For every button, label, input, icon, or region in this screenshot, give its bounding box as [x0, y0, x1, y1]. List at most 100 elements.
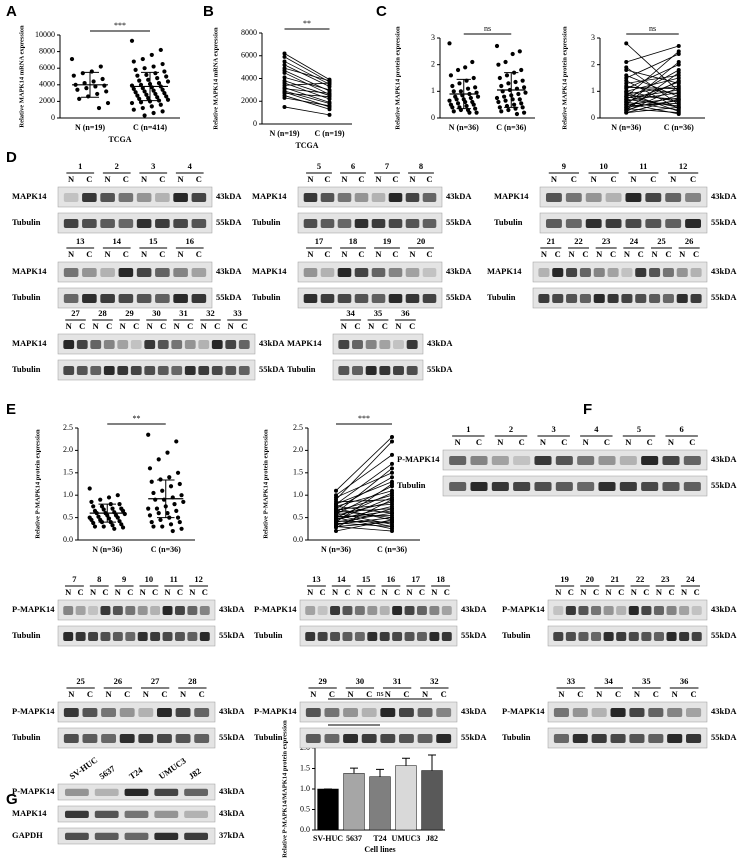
blot-band [449, 482, 467, 491]
lane-sub: N [551, 174, 558, 184]
lane-sub: N [310, 689, 317, 699]
data-point [149, 519, 154, 525]
blot-band [317, 606, 328, 615]
blot-band [173, 219, 188, 228]
blot-band [598, 456, 616, 465]
data-point [496, 99, 501, 105]
blot-band [393, 366, 404, 375]
lane-number: 36 [401, 308, 410, 318]
data-point [91, 504, 96, 509]
blot-band [354, 219, 369, 228]
lane-sub: C [650, 174, 656, 184]
lane-sub: N [228, 321, 235, 331]
data-point [282, 59, 287, 64]
blot-membrane [442, 449, 708, 471]
blot-band [388, 268, 403, 277]
blot-band [388, 294, 403, 303]
lane-sub: N [180, 689, 187, 699]
y-tick-label: 4000 [241, 73, 257, 82]
data-point [165, 450, 170, 455]
blot-band [155, 268, 170, 277]
data-point [451, 109, 456, 114]
blot-band [63, 708, 79, 717]
lane-sub: N [670, 174, 677, 184]
row-label: MAPK14 [12, 338, 47, 348]
pair-line [626, 98, 679, 114]
y-tick-label: 3 [591, 33, 595, 42]
blot-band [305, 734, 321, 743]
blot-band [662, 268, 674, 277]
data-point [160, 524, 165, 529]
blot-band [577, 456, 595, 465]
pair-line [284, 76, 330, 91]
lane-number: 3 [552, 424, 556, 434]
row-label: MAPK14 [12, 266, 47, 276]
y-axis-label: Relative P-MAPK14/MAPK14 protein express… [281, 720, 288, 858]
pair-line [335, 499, 393, 503]
blot-band [305, 606, 316, 615]
data-point [142, 66, 147, 71]
blot-band [513, 456, 531, 465]
pair-line [626, 106, 679, 114]
pair-line [335, 454, 393, 496]
pair-line [335, 517, 393, 530]
blot-band [324, 734, 340, 743]
blot-band [538, 268, 550, 277]
blot-band [449, 456, 467, 465]
blot-band [64, 788, 89, 796]
blot-band [552, 294, 564, 303]
blot-membrane [547, 701, 708, 723]
blot-band [118, 294, 134, 303]
blot-band [404, 606, 415, 615]
lane-number: 7 [72, 574, 77, 584]
blot-band [679, 606, 690, 615]
blot-band [136, 268, 152, 277]
data-point [506, 81, 511, 86]
data-point [91, 79, 96, 84]
size-label: 43kDA [259, 338, 285, 348]
lane-sub: C [568, 587, 574, 597]
blot-band [137, 632, 148, 641]
data-point [497, 105, 502, 110]
y-tick-label: 0.0 [63, 535, 73, 544]
lane-sub: N [596, 249, 603, 259]
blot-band [305, 708, 321, 717]
blot-band [436, 734, 452, 743]
pair-line [625, 51, 680, 97]
lane-sub: N [681, 587, 688, 597]
blot-band [64, 832, 89, 840]
blot-band [635, 268, 647, 277]
row-label: Tubulin [397, 480, 426, 490]
data-point [168, 522, 174, 527]
lane-sub: N [307, 249, 314, 259]
data-point [497, 75, 502, 81]
data-point [98, 64, 103, 69]
data-point [463, 65, 468, 70]
blot-membrane [299, 625, 458, 647]
blot-band [641, 606, 652, 615]
blot-band [337, 219, 352, 228]
y-tick-label: 0.5 [300, 804, 310, 813]
data-point [494, 95, 500, 101]
blot-membrane [547, 727, 708, 749]
blot-band [429, 606, 440, 615]
y-tick-label: 1 [431, 86, 435, 95]
size-label: 43kDA [711, 706, 737, 716]
y-tick-label: 1 [591, 86, 595, 95]
blot-band [416, 606, 427, 615]
data-point [135, 93, 140, 98]
size-label: 43kDA [711, 191, 737, 201]
data-point [133, 67, 138, 72]
lane-number: 15 [362, 574, 371, 584]
data-point [327, 81, 332, 86]
significance-label: *** [114, 21, 126, 30]
data-point [676, 110, 681, 115]
blot-band [406, 340, 418, 349]
pair-line [335, 472, 393, 498]
sd-whisker [98, 503, 117, 523]
blot-band [470, 482, 488, 491]
blot-band [82, 268, 97, 277]
blot-band [691, 632, 702, 641]
blot-band [343, 734, 359, 743]
size-label: 55kDA [461, 630, 487, 640]
